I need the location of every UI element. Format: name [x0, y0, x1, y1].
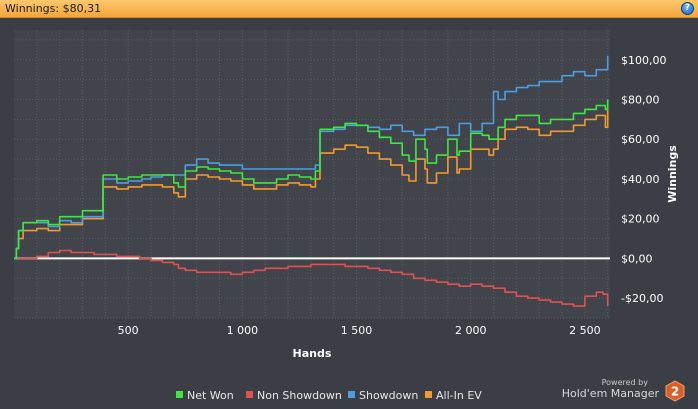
y-axis-label: Winnings: [666, 145, 679, 203]
y-tick-label: $40,00: [621, 173, 660, 186]
series-line-non-showdown: [14, 249, 609, 307]
x-tick-label: 2 500: [569, 324, 601, 337]
y-tick-label: $20,00: [621, 213, 660, 226]
series-lines: [14, 55, 609, 307]
legend-swatch: [246, 391, 253, 398]
y-tick-label: $80,00: [621, 94, 660, 107]
legend-label: All-In EV: [436, 389, 482, 402]
brand-name: Hold'em Manager: [561, 387, 659, 400]
y-axis-ticks: -$20,00 $0,00 $20,00 $40,00 $60,00 $80,00 $100…: [621, 54, 667, 305]
logo-digit: 2: [671, 385, 679, 399]
x-tick-label: 1 500: [341, 324, 373, 337]
grid-lines: [14, 30, 610, 319]
legend-item: Showdown: [348, 389, 418, 402]
x-tick-label: 500: [118, 324, 139, 337]
legend-item: Net Won: [176, 389, 234, 402]
x-axis-label: Hands: [293, 347, 332, 360]
legend-label: Net Won: [187, 389, 234, 402]
brand-block: Powered by Hold'em Manager 2: [546, 378, 686, 404]
series-line-showdown: [14, 55, 609, 260]
series-line-net-won: [14, 99, 609, 260]
legend-item: Non Showdown: [246, 389, 342, 402]
powered-by-text: Powered by: [601, 378, 648, 387]
series-line-all-in-ev: [14, 103, 609, 260]
legend-label: Non Showdown: [257, 389, 342, 402]
legend-label: Showdown: [359, 389, 418, 402]
y-tick-label: $0,00: [621, 252, 653, 265]
legend-swatch: [425, 391, 432, 398]
winnings-title: Winnings: $80,31: [5, 2, 102, 15]
y-tick-label: $100,00: [621, 54, 667, 67]
x-axis-ticks: 500 1 000 1 500 2 000 2 500: [118, 324, 601, 337]
legend: Net Won Non Showdown Showdown All-In EV: [176, 389, 482, 402]
holdem-manager-logo-icon: 2: [665, 380, 685, 402]
title-bar: Winnings: $80,31 ?: [0, 0, 698, 18]
plot-area: [14, 30, 610, 318]
x-tick-label: 1 000: [227, 324, 259, 337]
legend-swatch: [176, 391, 183, 398]
y-tick-label: -$20,00: [621, 292, 663, 305]
x-tick-label: 2 000: [455, 324, 487, 337]
legend-swatch: [348, 391, 355, 398]
y-tick-label: $60,00: [621, 133, 660, 146]
legend-item: All-In EV: [425, 389, 482, 402]
help-icon[interactable]: ?: [681, 2, 694, 15]
